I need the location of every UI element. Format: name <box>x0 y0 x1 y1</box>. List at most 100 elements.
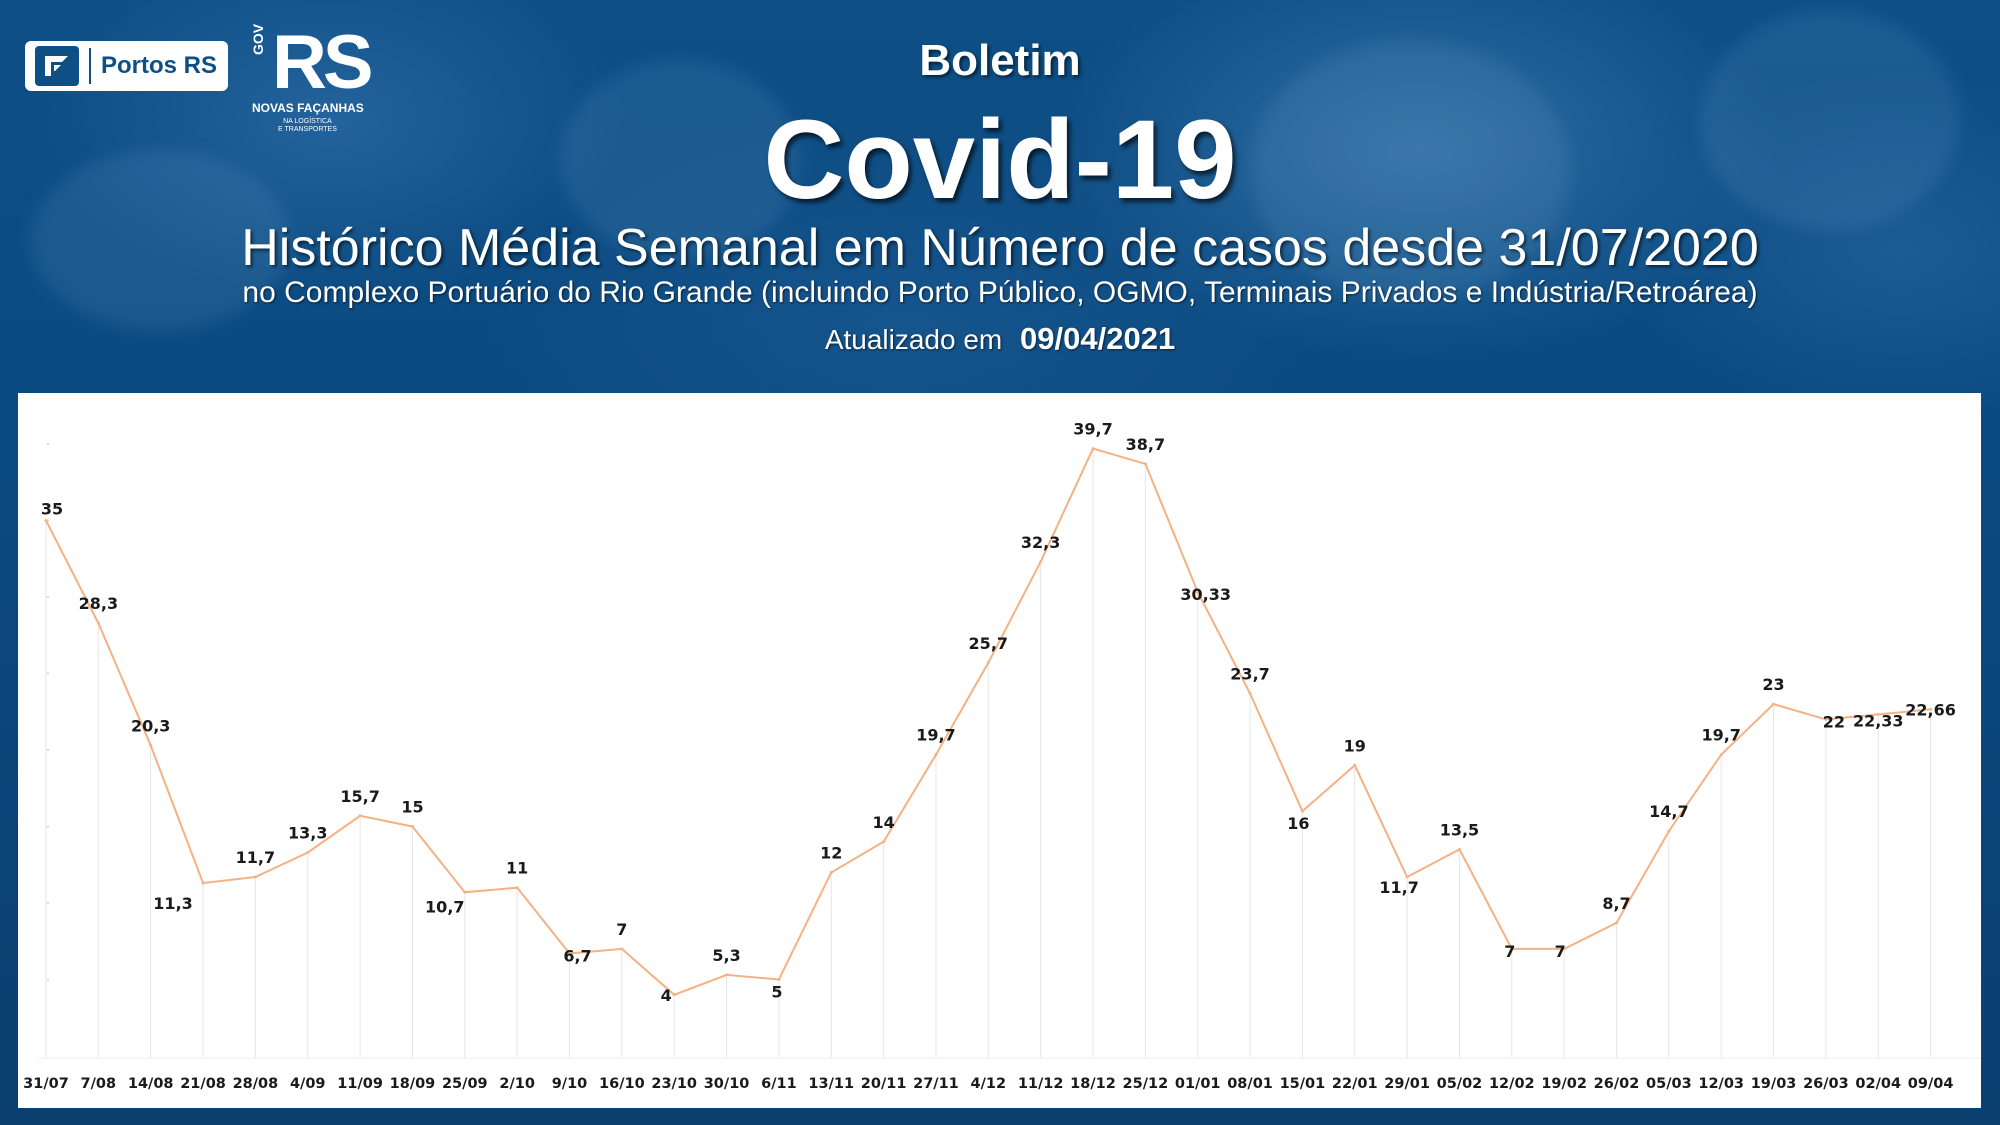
data-point <box>1353 763 1357 767</box>
x-tick-label: 12/03 <box>1698 1076 1744 1092</box>
x-tick-label: 14/08 <box>128 1076 174 1092</box>
data-label: 39,7 <box>1073 420 1112 439</box>
y-axis-tick-dot <box>47 672 49 675</box>
data-point <box>201 881 205 885</box>
data-point <box>672 993 676 997</box>
data-label: 14,7 <box>1649 802 1688 821</box>
updated-line: Atualizado em 09/04/2021 <box>0 321 2000 357</box>
gov-rs-logo-subtext: NA LOGÍSTICA E TRANSPORTES <box>278 118 337 134</box>
x-tick-label: 27/11 <box>913 1076 959 1092</box>
data-label: 25,7 <box>969 634 1008 653</box>
data-point <box>1615 921 1618 925</box>
data-label: 13,3 <box>288 824 327 843</box>
data-point <box>1562 947 1566 951</box>
x-tick-label: 26/03 <box>1803 1076 1849 1092</box>
data-point <box>1510 947 1514 951</box>
x-tick-label: 4/09 <box>290 1076 326 1092</box>
x-tick-label: 15/01 <box>1280 1076 1326 1092</box>
x-tick-label: 29/01 <box>1384 1076 1430 1092</box>
data-point <box>1667 829 1671 833</box>
y-axis-tick-dot <box>47 443 49 445</box>
data-point <box>1719 753 1723 757</box>
background-virus-blob <box>1250 40 1570 300</box>
portos-rs-logo: Portos RS <box>25 41 228 91</box>
x-tick-label: 09/04 <box>1908 1076 1954 1092</box>
data-label: 20,3 <box>131 716 170 735</box>
data-point <box>1248 691 1252 695</box>
data-label: 23 <box>1762 675 1784 694</box>
y-axis-tick-dot <box>47 902 49 904</box>
data-point <box>306 851 310 855</box>
data-label: 7 <box>616 920 627 939</box>
data-label: 13,5 <box>1440 820 1479 839</box>
data-point <box>1091 447 1095 451</box>
data-label: 4 <box>661 986 672 1005</box>
x-tick-label: 31/07 <box>23 1076 69 1092</box>
data-point <box>1457 847 1461 851</box>
data-point <box>620 947 624 951</box>
x-tick-label: 05/02 <box>1437 1076 1483 1092</box>
x-tick-label: 18/12 <box>1070 1076 1116 1092</box>
data-point <box>1300 809 1304 813</box>
x-tick-label: 05/03 <box>1646 1076 1692 1092</box>
logo-divider <box>89 48 91 84</box>
data-label: 11 <box>506 859 528 878</box>
data-label: 30,33 <box>1180 585 1231 604</box>
y-axis-tick-dot <box>47 749 49 751</box>
gov-rs-logo-mark: RS <box>272 20 374 105</box>
portos-logo-text: Portos RS <box>101 52 218 79</box>
x-tick-label: 25/12 <box>1123 1076 1169 1092</box>
data-point <box>1143 462 1147 466</box>
data-label: 16 <box>1287 814 1309 833</box>
data-label: 15 <box>401 798 423 817</box>
x-tick-label: 23/10 <box>651 1076 697 1092</box>
chart-scope-note: no Complexo Portuário do Rio Grande (inc… <box>242 276 1758 309</box>
background-virus-blob <box>30 150 290 330</box>
data-point <box>1824 717 1828 721</box>
data-label: 11,3 <box>153 894 192 913</box>
gov-rs-logo-tagline: NOVAS FAÇANHAS <box>252 101 364 115</box>
x-tick-label: 28/08 <box>233 1076 279 1092</box>
data-label: 12 <box>820 843 842 862</box>
data-point <box>882 840 886 844</box>
data-label: 5,3 <box>712 946 740 965</box>
x-tick-label: 19/03 <box>1751 1076 1797 1092</box>
data-label: 22,33 <box>1853 711 1904 730</box>
x-tick-label: 12/02 <box>1489 1076 1535 1092</box>
data-point <box>568 951 571 955</box>
x-tick-label: 01/01 <box>1175 1076 1221 1092</box>
data-label: 7 <box>1504 942 1515 961</box>
data-label: 19,7 <box>1701 726 1740 745</box>
x-tick-label: 19/02 <box>1541 1076 1587 1092</box>
x-tick-label: 26/02 <box>1594 1076 1640 1092</box>
updated-label: Atualizado em <box>824 324 1003 355</box>
data-point <box>829 870 833 874</box>
data-label: 11,7 <box>1379 878 1418 897</box>
x-tick-label: 9/10 <box>552 1076 588 1092</box>
portos-logo-mark-icon <box>35 46 79 86</box>
data-point <box>463 890 467 894</box>
data-point <box>44 519 48 522</box>
chart-panel: 35 28,3 20,3 11,3 11,7 13,3 15,7 15 10,7 11 6,7 7 4 5… <box>18 393 1981 1108</box>
x-tick-label: 11/09 <box>337 1076 383 1092</box>
x-tick-label: 16/10 <box>599 1076 645 1092</box>
page-title: Covid-19 <box>763 97 1237 222</box>
data-point <box>358 814 362 818</box>
background-virus-blob <box>1700 10 1960 230</box>
data-point <box>253 875 257 879</box>
data-label: 28,3 <box>79 594 118 613</box>
data-point <box>1929 707 1933 711</box>
x-tick-label: 7/08 <box>81 1076 117 1092</box>
x-tick-label: 21/08 <box>180 1076 226 1092</box>
data-label: 11,7 <box>236 848 275 867</box>
y-axis-tick-dot <box>47 596 49 598</box>
chart-subtitle: Histórico Média Semanal em Número de cas… <box>241 219 1759 277</box>
data-point <box>410 825 414 828</box>
x-tick-label: 2/10 <box>499 1076 535 1092</box>
y-axis-tick-dot <box>47 978 49 981</box>
y-axis-tick-dot <box>47 519 49 522</box>
gov-rs-logo-sub-line2: E TRANSPORTES <box>278 126 337 133</box>
x-tick-label: 25/09 <box>442 1076 488 1092</box>
y-axis-tick-dot <box>47 825 49 828</box>
line-chart: 35 28,3 20,3 11,3 11,7 13,3 15,7 15 10,7 11 6,7 7 4 5… <box>23 420 1981 1092</box>
